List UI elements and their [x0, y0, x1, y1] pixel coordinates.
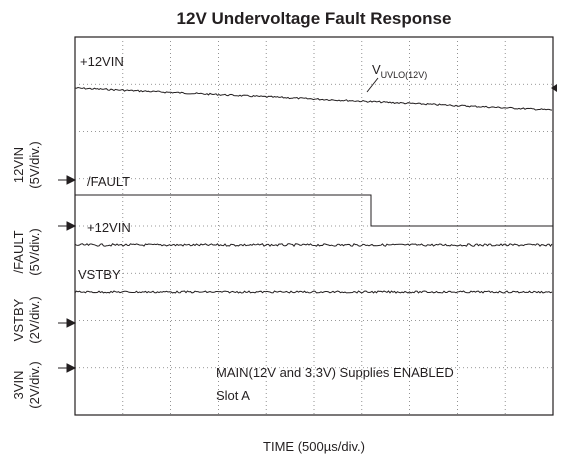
trace: [74, 290, 553, 294]
channel-markers: [58, 175, 77, 373]
fault-trace: [75, 194, 553, 227]
trace: [74, 243, 553, 248]
note: MAIN(12V and 3.3V) Supplies ENABLED: [216, 365, 454, 380]
threshold-subscript: UVLO(12V): [381, 70, 428, 80]
channel-name: VSTBY: [11, 298, 26, 341]
trace-label: VSTBY: [78, 267, 121, 282]
channel-scale: (5V/div.): [27, 228, 42, 275]
channel-scale: (5V/div.): [27, 141, 42, 188]
trace-label: +12VIN: [80, 54, 124, 69]
trace-label: +12VIN: [87, 220, 131, 235]
trigger-marker: [551, 84, 557, 92]
trace-label: /FAULT: [87, 174, 130, 189]
channel-name: /FAULT: [11, 230, 26, 273]
note: Slot A: [216, 388, 250, 403]
threshold-pointer: [366, 77, 379, 93]
chart-title: 12V Undervoltage Fault Response: [177, 9, 452, 28]
channel-name: 12VIN: [11, 147, 26, 183]
channel-name: 3VIN: [11, 371, 26, 400]
threshold-label: VUVLO(12V): [372, 62, 427, 80]
channel-scale: (2V/div.): [27, 296, 42, 343]
channel-scale: (2V/div.): [27, 361, 42, 408]
traces: [74, 86, 553, 294]
x-axis-label: TIME (500µs/div.): [263, 439, 365, 454]
threshold-v: V: [372, 62, 381, 77]
trace: [74, 86, 553, 111]
